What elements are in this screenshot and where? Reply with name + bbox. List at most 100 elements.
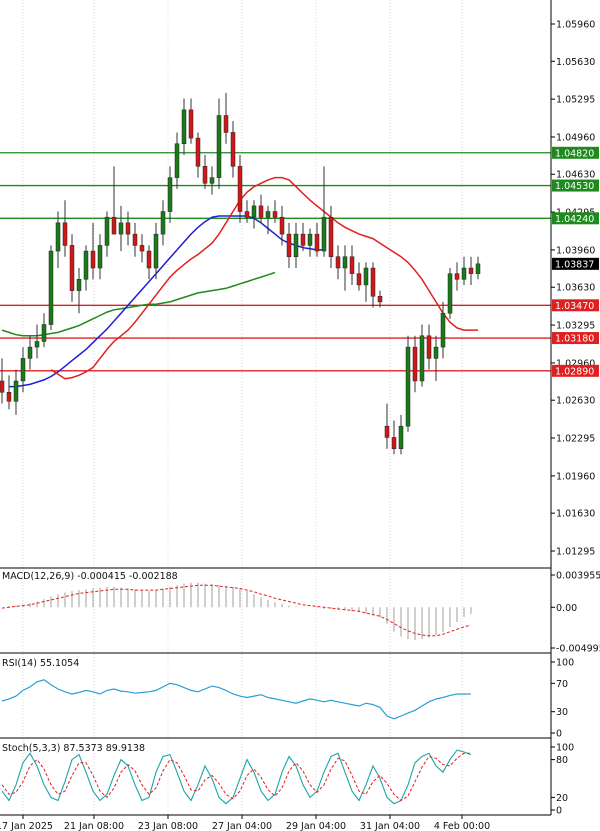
level-tag-label-5: 1.02890 (555, 366, 594, 377)
time-tick-label-6: 4 Feb 00:00 (434, 821, 490, 831)
rsi-tick-label-0: 100 (556, 658, 574, 669)
candle-23 (160, 200, 166, 246)
candle-body (384, 425, 390, 438)
price-tick-label-1: 1.05630 (556, 57, 595, 68)
level-tag-bg-5 (552, 364, 599, 377)
candle-49 (342, 245, 348, 291)
rsi-tick-label-1: 70 (556, 679, 568, 690)
candle-body (475, 263, 481, 274)
candle-body (104, 216, 110, 246)
candle-1 (6, 375, 12, 410)
candle-17 (118, 205, 124, 252)
candle-body (62, 222, 68, 246)
candle-body (426, 335, 432, 359)
candle-body (342, 256, 348, 269)
candle-body (370, 267, 376, 297)
candle-67 (468, 256, 474, 285)
candle-body (279, 216, 285, 235)
candle-body (468, 267, 474, 274)
candle-14 (97, 234, 103, 280)
level-tag-bg-1 (552, 179, 599, 192)
rsi-line (1, 679, 471, 720)
candle-body (181, 109, 187, 144)
macd-tick-label-2: -0.004995 (556, 644, 600, 655)
candle-32 (223, 92, 229, 144)
candle-body (272, 211, 278, 218)
candle-8 (55, 211, 61, 269)
candle-body (356, 273, 362, 286)
candle-3 (20, 347, 26, 393)
candle-body (27, 346, 33, 359)
candle-body (216, 115, 222, 178)
candle-body (0, 380, 5, 393)
candle-body (419, 335, 425, 382)
candle-26 (181, 98, 187, 156)
stoch-tick-label-2: 20 (556, 793, 568, 804)
macd-panel: MACD(12,26,9) -0.000415 -0.002188 0.0039… (1, 571, 600, 655)
candle-46 (321, 166, 327, 257)
time-tick-label-3: 27 Jan 04:00 (212, 821, 272, 831)
candle-body (153, 233, 159, 269)
price-tick-label-4: 1.04630 (556, 170, 595, 181)
candle-5 (34, 324, 40, 359)
time-tick-label-2: 23 Jan 08:00 (138, 821, 198, 831)
candle-body (111, 216, 117, 235)
level-tag-label-1: 1.04530 (555, 181, 594, 192)
candle-36 (251, 200, 257, 229)
candle-51 (356, 262, 362, 291)
candle-body (20, 358, 26, 382)
candle-28 (195, 132, 201, 178)
candle-44 (307, 228, 313, 257)
candle-body (174, 143, 180, 178)
candle-body (167, 177, 173, 212)
candle-body (69, 245, 75, 291)
candle-27 (188, 98, 194, 144)
macd-title: MACD(12,26,9) -0.000415 -0.002188 (2, 571, 178, 582)
candle-10 (69, 234, 75, 302)
candle-body (293, 233, 299, 257)
candle-body (34, 341, 40, 348)
candle-body (454, 273, 460, 280)
candle-19 (132, 222, 138, 257)
candle-body (90, 250, 96, 269)
candle-60 (419, 324, 425, 387)
candle-63 (440, 301, 446, 359)
candle-body (160, 211, 166, 235)
candle-68 (475, 256, 481, 280)
time-tick-label-4: 29 Jan 04:00 (286, 821, 346, 831)
candle-13 (90, 222, 96, 280)
candle-43 (300, 222, 306, 252)
price-tick-label-14: 1.01295 (556, 547, 595, 558)
candle-body (76, 279, 82, 291)
candle-body (307, 233, 313, 246)
price-tick-label-12: 1.01960 (556, 471, 595, 482)
candle-body (412, 346, 418, 382)
macd-tick-label-1: 0.00 (556, 603, 577, 614)
support-resistance-levels (0, 152, 551, 372)
stoch-k-line (1, 749, 472, 805)
price-tick-label-8: 1.03295 (556, 321, 595, 332)
candle-62 (433, 335, 439, 381)
candle-64 (447, 268, 453, 319)
candle-50 (349, 245, 355, 285)
level-tag-bg-2 (552, 212, 599, 225)
candle-body (230, 132, 236, 167)
candle-body (209, 177, 215, 184)
price-tick-label-2: 1.05295 (556, 95, 595, 106)
candle-56 (391, 420, 397, 455)
candles (0, 92, 481, 455)
candle-35 (244, 200, 250, 223)
candle-body (188, 109, 194, 139)
candle-body (433, 346, 439, 359)
candle-body (398, 425, 404, 450)
candle-48 (335, 245, 341, 280)
candle-2 (13, 369, 19, 415)
candle-58 (405, 335, 411, 432)
candle-body (237, 166, 243, 212)
candle-61 (426, 324, 432, 370)
candle-6 (41, 313, 47, 348)
candle-body (377, 296, 383, 303)
price-tick-label-6: 1.03960 (556, 245, 595, 256)
